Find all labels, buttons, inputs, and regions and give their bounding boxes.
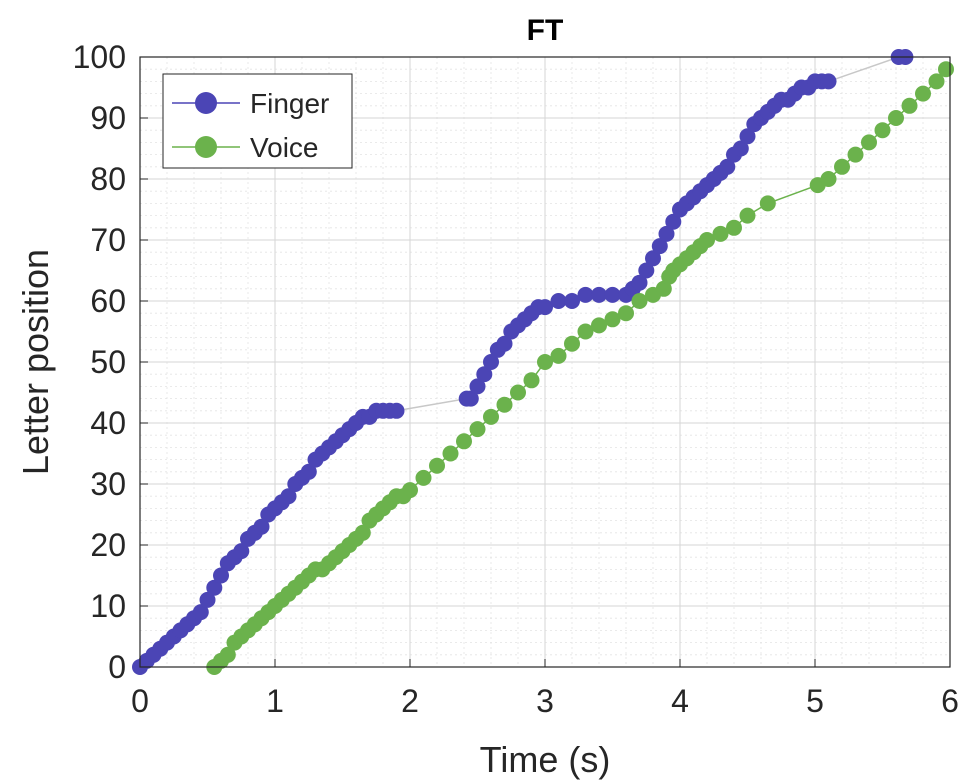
data-point-voice (938, 61, 954, 78)
data-point-voice (618, 305, 634, 322)
data-point-finger (739, 128, 756, 145)
data-point-voice (712, 225, 729, 242)
data-point-voice (820, 171, 837, 187)
x-tick-label: 5 (806, 683, 824, 719)
data-point-finger (206, 579, 223, 596)
data-point-voice (901, 97, 918, 114)
data-point-voice (483, 408, 499, 425)
data-point-voice (834, 158, 850, 175)
y-tick-label: 10 (90, 588, 126, 624)
data-point-finger (564, 293, 580, 309)
data-point-voice (219, 646, 236, 663)
data-point-voice (915, 85, 931, 102)
x-tick-label: 2 (401, 683, 419, 719)
y-tick-label: 60 (90, 283, 126, 319)
data-point-finger (645, 250, 661, 267)
data-point-finger (388, 402, 405, 419)
series-voice (206, 61, 954, 675)
series-layer (132, 49, 954, 675)
data-point-voice (456, 433, 472, 450)
data-point-voice (604, 311, 621, 328)
y-tick-label: 0 (108, 649, 126, 685)
data-point-finger (591, 286, 607, 303)
data-point-finger (577, 286, 594, 303)
data-point-finger (665, 213, 682, 230)
data-point-finger (820, 73, 837, 90)
y-tick-label: 80 (90, 161, 126, 197)
y-tick-label: 70 (90, 222, 126, 258)
legend-marker-voice (195, 136, 217, 158)
data-point-voice (699, 232, 715, 248)
data-point-voice (739, 207, 756, 224)
chart-title: FT (527, 14, 564, 47)
data-point-voice (354, 524, 371, 541)
data-point-finger (719, 158, 736, 175)
data-point-finger (300, 463, 317, 480)
data-point-finger (213, 567, 229, 584)
data-point-finger (253, 518, 270, 535)
data-point-finger (462, 390, 479, 407)
legend-box (162, 73, 353, 169)
legend-label-finger: Finger (250, 88, 329, 119)
data-point-voice (591, 317, 607, 334)
data-point-finger (476, 366, 493, 383)
data-point-finger (604, 286, 621, 303)
data-point-finger (496, 335, 513, 352)
x-tick-label: 3 (536, 683, 554, 719)
data-point-voice (577, 323, 594, 340)
data-point-voice (496, 396, 513, 413)
x-tick-label: 1 (266, 683, 284, 719)
data-point-finger (233, 543, 250, 560)
data-point-finger (550, 293, 567, 309)
y-tick-label: 90 (90, 100, 126, 136)
data-point-finger (537, 299, 553, 316)
x-tick-label: 4 (671, 683, 689, 719)
data-point-voice (759, 195, 776, 212)
data-point-finger (658, 225, 675, 242)
data-point-voice (847, 146, 864, 163)
data-point-voice (888, 110, 904, 126)
y-tick-label: 100 (73, 39, 126, 75)
data-point-voice (564, 335, 580, 352)
data-point-voice (550, 347, 567, 364)
data-point-voice (523, 372, 540, 389)
y-tick-label: 40 (90, 405, 126, 441)
y-tick-label: 50 (90, 344, 126, 380)
x-axis-label: Time (s) (480, 739, 611, 780)
data-point-finger (280, 488, 297, 505)
series-finger (132, 49, 914, 675)
data-point-voice (631, 293, 648, 309)
data-point-voice (726, 219, 742, 236)
data-point-voice (928, 73, 945, 90)
data-point-voice (537, 354, 553, 370)
data-point-finger (631, 274, 648, 291)
x-tick-label: 0 (131, 683, 149, 719)
data-point-voice (429, 457, 445, 474)
legend-label-voice: Voice (250, 132, 319, 163)
data-point-finger (483, 354, 499, 370)
data-point-voice (442, 445, 459, 462)
data-point-voice (402, 482, 418, 499)
y-axis: 0 10 20 30 40 50 60 70 80 90 100 (73, 39, 148, 685)
data-point-finger (651, 238, 668, 255)
data-point-finger (638, 262, 655, 279)
data-point-voice (510, 384, 526, 401)
data-point-finger (192, 604, 209, 621)
data-point-finger (199, 591, 216, 608)
data-point-voice (874, 122, 891, 139)
legend: Finger Voice (162, 73, 353, 169)
data-point-voice (469, 421, 486, 438)
y-axis-label: Letter position (15, 249, 56, 475)
x-tick-label: 6 (941, 683, 959, 719)
legend-marker-finger (195, 92, 217, 114)
x-axis: 0 1 2 3 4 5 6 (131, 659, 959, 719)
data-point-voice (415, 469, 432, 486)
data-point-voice (655, 280, 672, 297)
data-point-finger (469, 378, 486, 395)
y-tick-label: 20 (90, 527, 126, 563)
y-tick-label: 30 (90, 466, 126, 502)
data-point-voice (861, 134, 877, 151)
data-point-finger (732, 140, 749, 157)
